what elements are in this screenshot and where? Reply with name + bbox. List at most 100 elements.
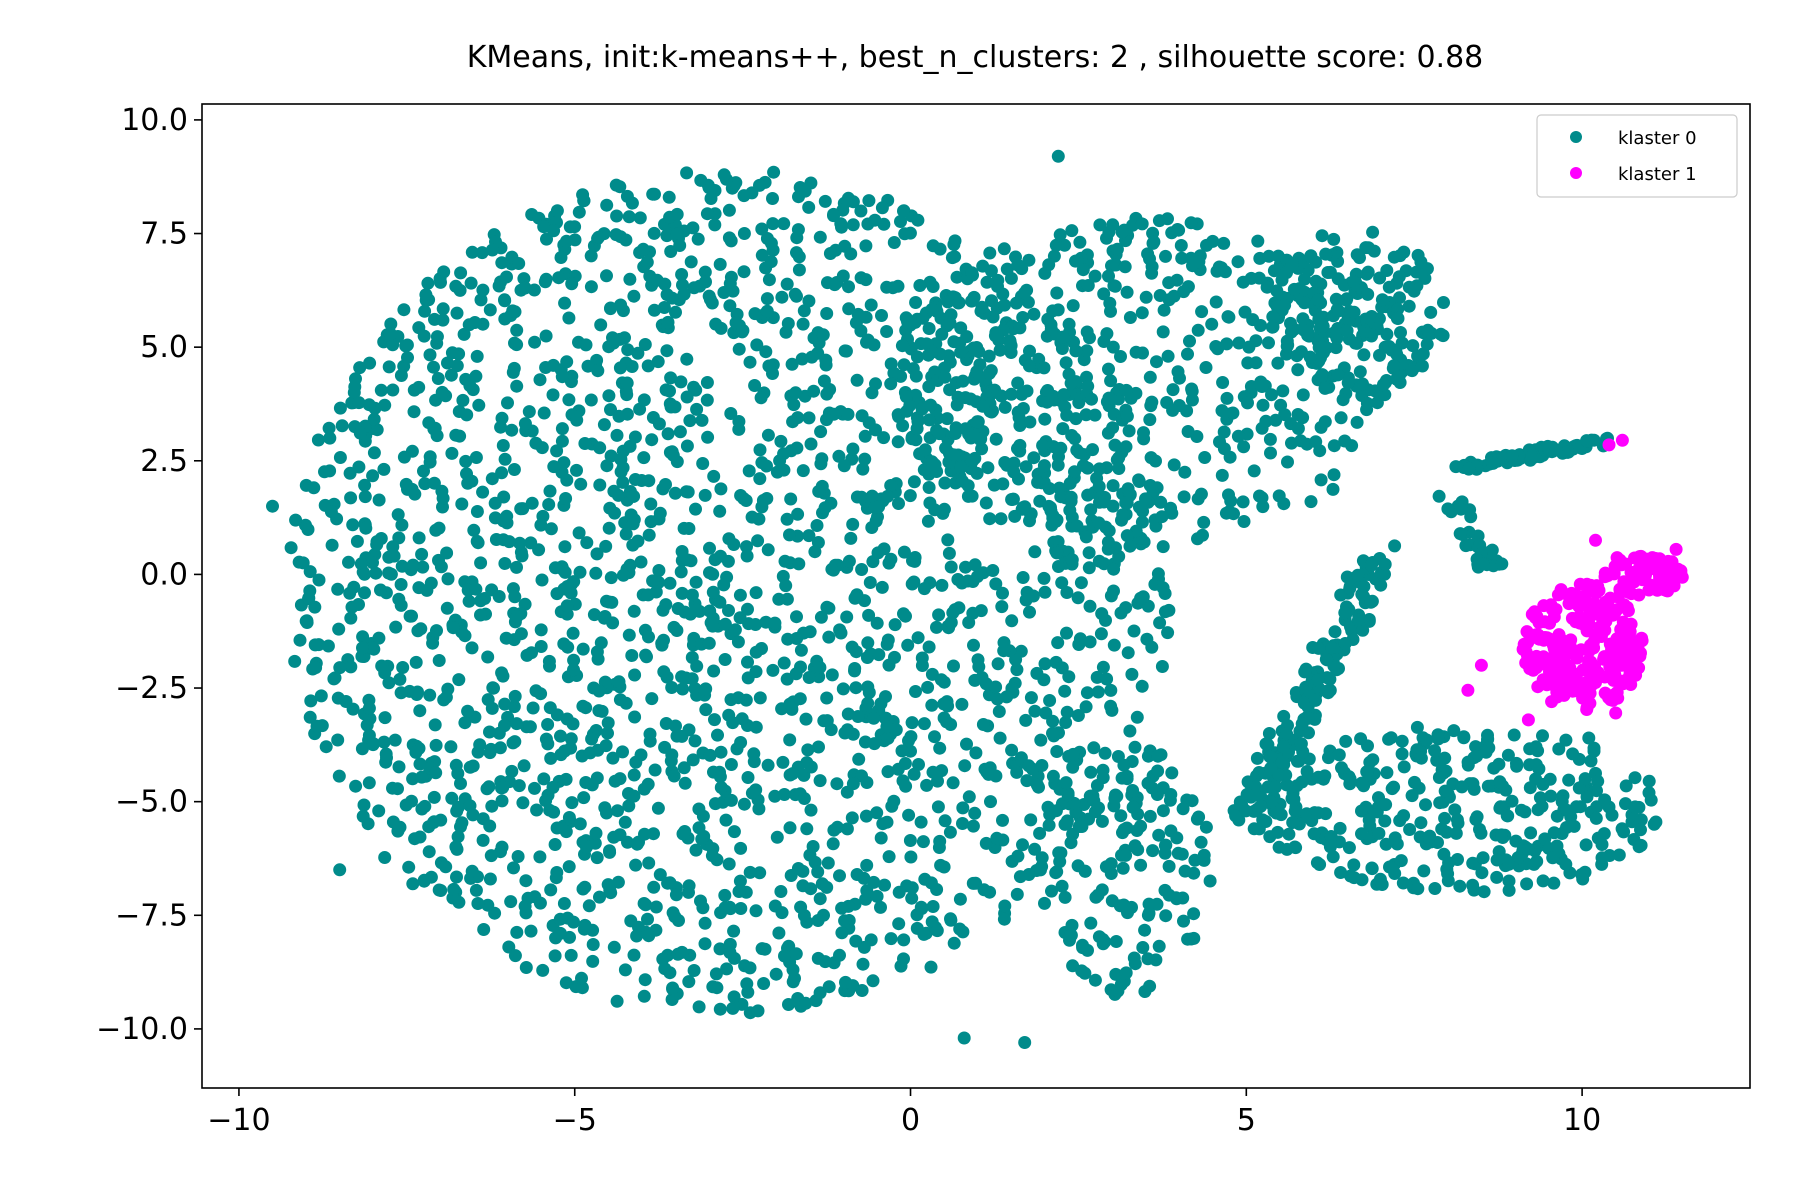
data-point — [1082, 561, 1096, 575]
data-point — [534, 687, 548, 701]
data-point — [362, 701, 376, 715]
data-point — [589, 566, 603, 580]
data-point — [1038, 585, 1052, 599]
data-point — [737, 227, 751, 240]
data-point — [1088, 408, 1102, 422]
data-point — [1628, 800, 1642, 814]
data-point — [689, 843, 703, 857]
data-point — [1143, 809, 1157, 823]
data-point — [1519, 645, 1533, 659]
data-point — [577, 791, 591, 805]
data-point — [432, 654, 446, 667]
data-point — [1291, 363, 1305, 377]
data-point — [950, 398, 964, 412]
data-point — [470, 349, 484, 363]
data-point — [1161, 212, 1174, 226]
data-point — [461, 704, 475, 718]
data-point — [1151, 764, 1165, 778]
data-point — [1481, 779, 1495, 793]
data-point — [984, 264, 998, 278]
data-point — [586, 954, 600, 968]
data-point — [530, 803, 544, 817]
data-point — [1222, 310, 1236, 324]
data-point — [355, 742, 369, 756]
data-point — [1260, 280, 1274, 294]
data-point — [1224, 494, 1238, 508]
data-point — [1149, 454, 1162, 468]
data-point — [1523, 781, 1537, 795]
data-point — [1599, 601, 1613, 615]
data-point — [723, 900, 737, 914]
data-point — [562, 393, 576, 407]
data-point — [884, 552, 898, 566]
data-point — [1066, 760, 1080, 774]
data-point — [1275, 273, 1289, 287]
data-point — [928, 730, 941, 744]
data-point — [510, 560, 523, 574]
data-point — [840, 822, 854, 836]
data-point — [846, 777, 860, 791]
data-point — [310, 719, 324, 733]
data-point — [1312, 641, 1326, 655]
data-point — [905, 716, 919, 730]
data-point — [929, 766, 943, 780]
data-point — [802, 529, 816, 543]
data-point — [947, 448, 961, 462]
data-point — [948, 427, 962, 440]
data-point — [1554, 632, 1568, 646]
data-point — [1016, 311, 1030, 324]
data-point — [323, 464, 337, 478]
data-point — [436, 313, 450, 327]
data-point — [347, 386, 361, 399]
data-point — [1019, 713, 1033, 727]
data-point — [778, 949, 791, 963]
data-point — [880, 325, 894, 338]
data-point — [838, 726, 852, 740]
data-point — [970, 365, 984, 379]
data-point — [434, 813, 448, 827]
data-point — [1020, 774, 1034, 788]
data-point — [677, 287, 691, 301]
data-point — [749, 720, 763, 734]
y-axis: 10.07.55.02.50.0−2.5−5.0−7.5−10.0 — [96, 103, 202, 1047]
data-point — [932, 427, 946, 441]
data-point — [640, 255, 654, 269]
data-point — [1110, 242, 1124, 256]
data-point — [1129, 345, 1143, 359]
y-tick-label: −5.0 — [115, 785, 188, 820]
data-point — [1121, 646, 1135, 660]
data-point — [616, 745, 629, 759]
data-point — [1309, 274, 1323, 288]
data-point — [522, 405, 536, 419]
data-point — [1145, 640, 1159, 654]
data-point — [1582, 731, 1596, 745]
data-point — [1114, 350, 1127, 363]
data-point — [726, 1001, 740, 1015]
data-point — [1441, 874, 1455, 888]
data-point — [1587, 641, 1601, 655]
chart-title: KMeans, init:k-means++, best_n_clusters:… — [467, 40, 1484, 75]
data-point — [911, 414, 925, 428]
data-point — [520, 648, 534, 662]
data-point — [441, 356, 454, 370]
data-point — [564, 948, 578, 962]
data-point — [485, 243, 499, 257]
data-point — [786, 767, 800, 781]
data-point — [1362, 614, 1376, 628]
data-point — [724, 407, 738, 420]
data-point — [560, 580, 574, 593]
data-point — [680, 166, 694, 180]
data-point — [524, 924, 538, 938]
data-point — [1088, 269, 1102, 283]
data-point — [358, 586, 371, 600]
data-point — [1031, 475, 1045, 489]
data-point — [708, 218, 722, 232]
data-point — [1265, 388, 1278, 402]
data-point — [837, 459, 851, 473]
data-point — [1150, 355, 1163, 369]
data-point — [1143, 370, 1157, 384]
data-point — [745, 510, 759, 524]
data-point — [498, 557, 512, 570]
data-point — [894, 215, 907, 228]
data-point — [333, 401, 347, 415]
